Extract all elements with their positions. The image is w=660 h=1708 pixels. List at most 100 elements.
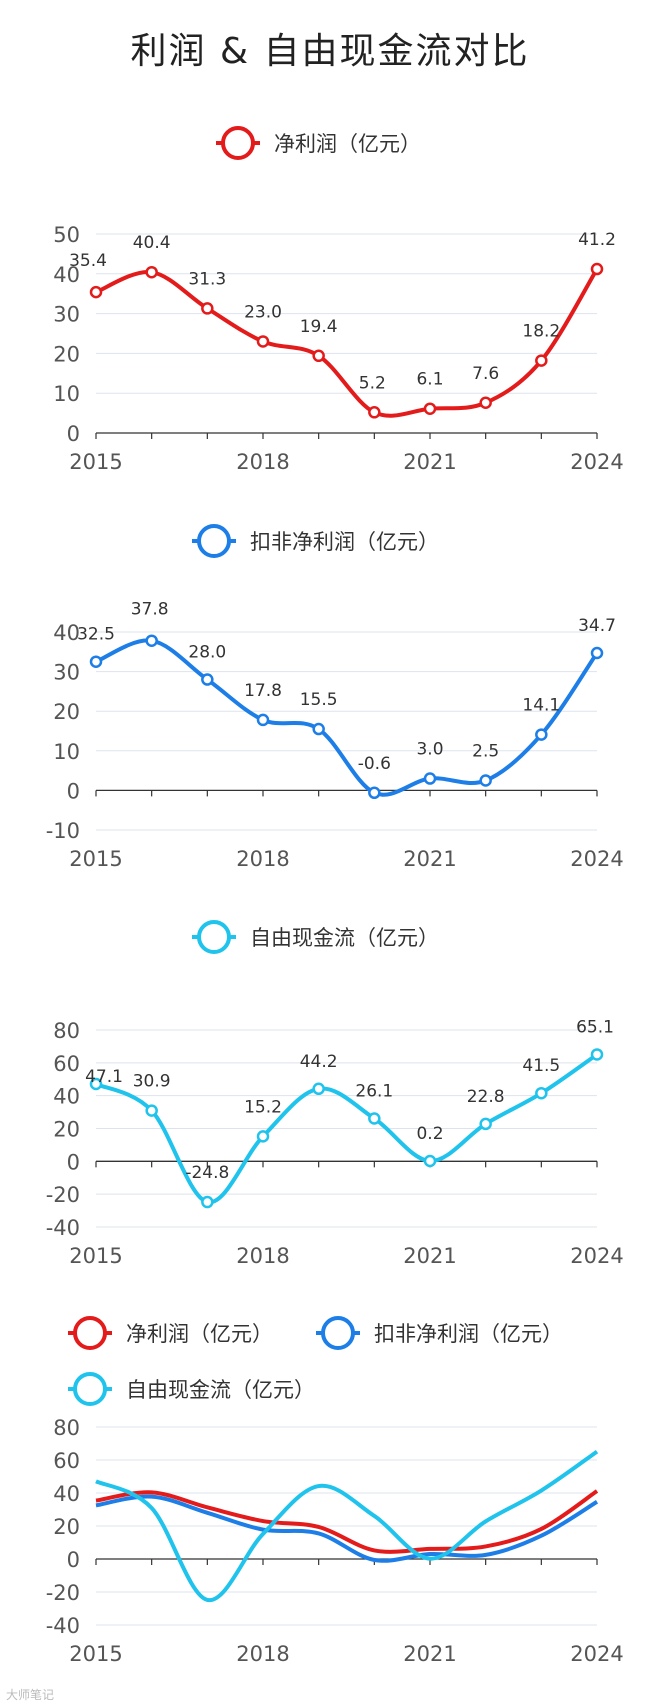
x-tick-label: 2021	[403, 847, 456, 871]
data-label: 32.5	[77, 625, 115, 645]
data-point	[145, 1104, 158, 1117]
data-point	[590, 646, 604, 660]
data-label: 17.8	[244, 681, 282, 701]
x-tick-label: 2021	[403, 1642, 456, 1666]
y-tick-label: 60	[53, 1449, 80, 1473]
series-line	[95, 1494, 599, 1563]
data-label: 34.7	[578, 616, 616, 636]
data-label: 19.4	[300, 317, 338, 337]
y-tick-label: -20	[46, 1581, 80, 1605]
legend-label: 自由现金流（亿元）	[250, 926, 439, 950]
x-tick-label: 2018	[236, 1642, 289, 1666]
legend-label: 扣非净利润（亿元）	[250, 530, 439, 554]
data-point	[145, 265, 158, 279]
data-point	[479, 396, 492, 410]
data-label: 26.1	[355, 1081, 393, 1101]
y-tick-label: 80	[53, 1019, 80, 1043]
x-tick-label: 2015	[69, 450, 122, 474]
y-tick-label: 20	[53, 1515, 80, 1539]
data-point	[368, 406, 381, 419]
data-label: -24.8	[185, 1163, 229, 1183]
data-label: 22.8	[467, 1087, 505, 1107]
y-tick-label: -40	[46, 1216, 80, 1240]
y-tick-label: 30	[53, 661, 80, 685]
data-point	[201, 673, 214, 686]
legend-label: 净利润（亿元）	[274, 132, 421, 156]
data-point	[535, 728, 548, 741]
data-label: 5.2	[359, 373, 386, 393]
data-label: 30.9	[133, 1072, 171, 1092]
data-point	[535, 1086, 548, 1100]
data-label: 2.5	[472, 742, 499, 762]
y-tick-label: 10	[53, 740, 80, 764]
data-label: 28.0	[188, 643, 226, 663]
data-label: 35.4	[69, 251, 107, 271]
data-point	[201, 302, 214, 315]
data-label: 15.2	[244, 1097, 282, 1117]
y-tick-label: 80	[53, 1416, 80, 1440]
legend-marker	[197, 920, 231, 954]
x-tick-label: 2024	[570, 1244, 623, 1268]
data-point	[256, 1130, 270, 1143]
data-label: 37.8	[131, 600, 169, 620]
data-label: 40.4	[133, 233, 171, 253]
series-line	[95, 638, 599, 797]
data-point	[312, 1082, 325, 1096]
data-point	[256, 335, 270, 348]
y-tick-label: 20	[53, 342, 80, 366]
x-tick-label: 2015	[69, 1244, 122, 1268]
x-tick-label: 2018	[236, 847, 289, 871]
y-tick-label: 20	[53, 1118, 80, 1142]
x-tick-label: 2018	[236, 1244, 289, 1268]
data-label: 18.2	[522, 322, 560, 342]
data-point	[312, 349, 325, 363]
y-tick-label: 30	[53, 303, 80, 327]
legend-marker	[321, 1316, 355, 1350]
series-line	[95, 267, 599, 418]
x-tick-label: 2024	[570, 1642, 623, 1666]
y-tick-label: 10	[53, 382, 80, 406]
x-tick-label: 2024	[570, 847, 623, 871]
legend-marker	[73, 1372, 107, 1406]
data-label: 41.2	[578, 230, 616, 250]
y-tick-label: 50	[53, 223, 80, 247]
data-label: 6.1	[416, 370, 443, 390]
data-point	[479, 1117, 492, 1131]
data-point	[423, 402, 437, 415]
y-tick-label: 40	[53, 621, 80, 645]
x-tick-label: 2021	[403, 450, 456, 474]
y-tick-label: -40	[46, 1614, 80, 1638]
legend-marker	[221, 126, 255, 160]
data-label: 41.5	[522, 1056, 560, 1076]
data-label: -0.6	[358, 754, 391, 774]
data-point	[590, 1048, 604, 1061]
y-tick-label: 20	[53, 700, 80, 724]
data-point	[312, 722, 325, 736]
x-tick-label: 2018	[236, 450, 289, 474]
data-label: 23.0	[244, 302, 282, 322]
y-tick-label: 0	[67, 779, 80, 803]
legend-label: 净利润（亿元）	[126, 1322, 273, 1346]
y-tick-label: 0	[67, 1150, 80, 1174]
data-point	[590, 262, 604, 276]
data-point	[89, 1077, 103, 1091]
y-tick-label: 40	[53, 1482, 80, 1506]
y-tick-label: 40	[53, 1085, 80, 1109]
legend-marker	[73, 1316, 107, 1350]
data-point	[368, 1112, 381, 1125]
data-point	[89, 285, 103, 299]
legend-label: 扣非净利润（亿元）	[374, 1322, 563, 1346]
data-label: 3.0	[416, 740, 443, 760]
y-tick-label: 40	[53, 263, 80, 287]
series-line	[95, 1052, 599, 1205]
data-label: 65.1	[576, 1017, 614, 1037]
y-tick-label: -20	[46, 1183, 80, 1207]
x-tick-label: 2024	[570, 450, 623, 474]
watermark: 大师笔记	[6, 1688, 55, 1702]
y-tick-label: 0	[67, 422, 80, 446]
data-label: 14.1	[522, 696, 560, 716]
